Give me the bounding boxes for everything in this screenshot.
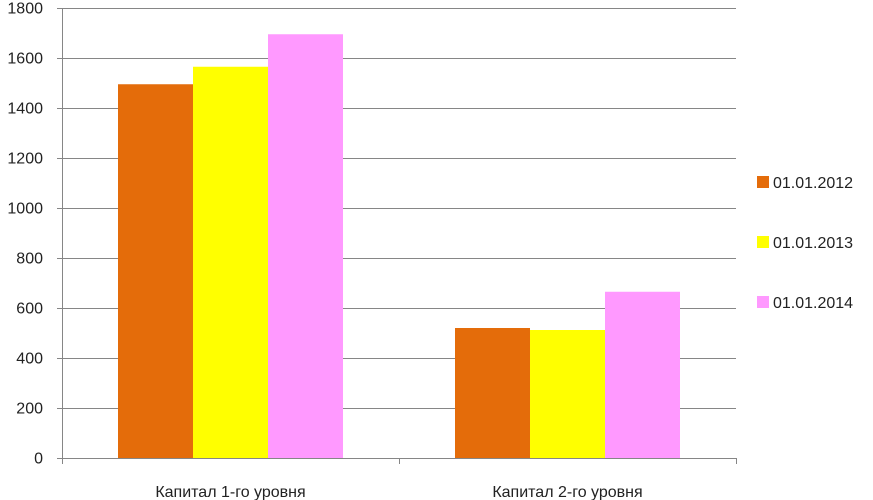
legend-swatch — [757, 176, 769, 188]
legend-label: 01.01.2013 — [773, 235, 853, 252]
y-tick-label: 1000 — [7, 201, 43, 218]
y-tick-label: 1400 — [7, 101, 43, 118]
y-tick-label: 1600 — [7, 51, 43, 68]
legend-swatch — [757, 296, 769, 308]
y-tick-label: 0 — [34, 451, 43, 468]
bar-01.01.2014-2 — [605, 291, 680, 458]
y-tick-labels: 0 200 400 600 800 1000 1200 1400 1600 1800 — [7, 1, 43, 468]
bar-01.01.2013-1 — [193, 66, 268, 458]
y-tick-label: 1800 — [7, 1, 43, 18]
x-category-label: Капитал 2-го уровня — [492, 484, 642, 500]
bar-01.01.2013-2 — [530, 330, 605, 458]
axes — [57, 8, 737, 464]
bar-01.01.2012-2 — [455, 328, 530, 458]
legend-label: 01.01.2012 — [773, 175, 853, 192]
y-tick-label: 200 — [16, 401, 43, 418]
x-category-labels: Капитал 1-го уровня Капитал 2-го уровня — [155, 484, 642, 500]
x-category-label: Капитал 1-го уровня — [155, 484, 305, 500]
bar-01.01.2014-1 — [268, 34, 343, 458]
bar-01.01.2012-1 — [118, 84, 193, 458]
legend: 01.01.2012 01.01.2013 01.01.2014 — [757, 175, 853, 312]
legend-label: 01.01.2014 — [773, 295, 853, 312]
y-tick-label: 1200 — [7, 151, 43, 168]
legend-swatch — [757, 236, 769, 248]
y-tick-label: 800 — [16, 251, 43, 268]
y-tick-label: 600 — [16, 301, 43, 318]
bars — [118, 34, 680, 458]
y-tick-label: 400 — [16, 351, 43, 368]
